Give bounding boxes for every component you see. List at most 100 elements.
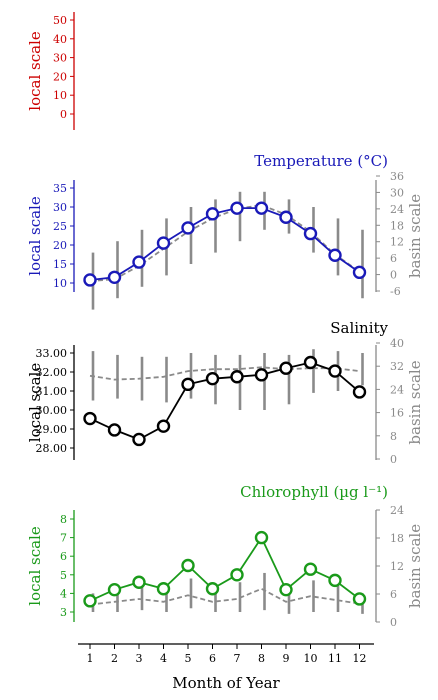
- local-series-line: [89, 535, 361, 602]
- local-data-point: [107, 423, 122, 437]
- left-tick-label: 6: [60, 550, 67, 563]
- right-tick-label: 8: [390, 430, 397, 443]
- right-tick-label: 24: [390, 383, 404, 396]
- left-tick-label: 30: [53, 52, 67, 65]
- local-data-point: [107, 582, 122, 597]
- left-tick-label: 50: [53, 14, 67, 27]
- x-tick-label: 9: [283, 652, 290, 665]
- left-tick-label: 3: [60, 606, 67, 619]
- right-tick-label: 30: [390, 186, 404, 199]
- left-tick-label: 25: [53, 220, 67, 233]
- left-tick-label: 20: [53, 239, 67, 252]
- x-tick-label: 1: [87, 652, 94, 665]
- left-tick-label: 31.00: [36, 385, 68, 398]
- local-data-point: [303, 355, 318, 370]
- left-tick-label: 10: [53, 277, 67, 290]
- left-tick-label: 15: [53, 258, 67, 271]
- panel-title: Temperature (°C): [254, 152, 388, 170]
- right-tick-label: 36: [390, 170, 404, 183]
- left-tick-label: 7: [60, 532, 67, 545]
- right-axis-label: basin scale: [406, 524, 424, 608]
- panel-title: Chlorophyll (µg l⁻¹): [240, 483, 388, 501]
- local-data-point: [352, 592, 367, 606]
- local-data-point: [279, 210, 293, 224]
- left-tick-label: 30: [53, 201, 67, 214]
- right-axis-label: basin scale: [406, 360, 424, 444]
- local-data-point: [303, 226, 318, 241]
- local-data-point: [181, 377, 195, 392]
- local-data-point: [132, 432, 146, 447]
- right-tick-label: 12: [390, 236, 404, 249]
- local-data-point: [83, 273, 97, 287]
- local-data-point: [279, 582, 293, 597]
- basin-mean-line: [89, 587, 360, 606]
- left-tick-label: 33.00: [36, 347, 68, 360]
- x-tick-label: 8: [258, 652, 265, 665]
- left-tick-label: 30.00: [36, 404, 68, 417]
- left-axis-label: local scale: [26, 363, 44, 443]
- right-tick-label: 12: [390, 560, 404, 573]
- right-tick-label: 16: [390, 407, 404, 420]
- x-tick-label: 10: [304, 652, 318, 665]
- x-tick-label: 5: [185, 652, 192, 665]
- left-tick-label: 4: [60, 587, 67, 600]
- left-tick-label: 32.00: [36, 366, 68, 379]
- right-tick-label: 0: [390, 453, 397, 466]
- local-data-point: [254, 201, 269, 215]
- x-tick-label: 6: [209, 652, 216, 665]
- local-data-point: [254, 368, 269, 382]
- right-tick-label: 24: [390, 504, 404, 517]
- local-data-point: [352, 385, 367, 399]
- left-tick-label: 28.00: [36, 442, 68, 455]
- left-tick-label: 35: [53, 182, 67, 195]
- local-data-point: [132, 575, 146, 589]
- local-data-point: [205, 207, 220, 221]
- local-data-point: [328, 573, 342, 588]
- right-tick-label: 40: [390, 337, 404, 350]
- left-tick-label: 10: [53, 89, 67, 102]
- x-tick-label: 11: [328, 652, 342, 665]
- right-tick-label: 6: [390, 588, 397, 601]
- local-data-point: [328, 248, 342, 262]
- local-data-point: [230, 370, 244, 384]
- left-axis-label: local scale: [26, 31, 44, 111]
- left-tick-label: 8: [60, 513, 67, 526]
- left-axis-label: local scale: [26, 526, 44, 606]
- right-tick-label: 18: [390, 219, 404, 232]
- x-tick-label: 2: [111, 652, 118, 665]
- local-data-point: [156, 419, 171, 433]
- left-tick-label: 40: [53, 33, 67, 46]
- right-tick-label: 0: [390, 616, 397, 629]
- local-data-point: [279, 361, 293, 375]
- x-tick-label: 3: [136, 652, 143, 665]
- basin-mean-line: [89, 366, 360, 381]
- local-data-point: [181, 221, 195, 235]
- left-tick-label: 20: [53, 70, 67, 83]
- local-data-point: [352, 265, 367, 280]
- panel-title: Salinity: [330, 319, 388, 337]
- local-data-point: [205, 371, 220, 386]
- local-data-point: [181, 558, 195, 573]
- x-tick-label: 4: [160, 652, 167, 665]
- local-data-point: [205, 582, 220, 596]
- local-data-point: [83, 411, 97, 426]
- local-series-line: [89, 207, 361, 281]
- left-tick-label: 29.00: [36, 423, 68, 436]
- local-data-point: [303, 562, 318, 576]
- local-data-point: [107, 270, 122, 284]
- local-series-line: [89, 361, 361, 441]
- local-data-point: [132, 255, 146, 269]
- right-tick-label: 0: [390, 269, 397, 282]
- local-data-point: [156, 236, 171, 250]
- local-data-point: [83, 594, 97, 608]
- right-axis-label: basin scale: [406, 194, 424, 278]
- right-tick-label: 24: [390, 203, 404, 216]
- x-tick-label: 12: [353, 652, 367, 665]
- right-tick-label: 6: [390, 252, 397, 265]
- left-axis-label: local scale: [26, 196, 44, 276]
- x-axis-label: Month of Year: [172, 674, 280, 692]
- right-tick-label: 18: [390, 532, 404, 545]
- local-data-point: [328, 364, 342, 378]
- right-tick-label: -6: [390, 285, 401, 298]
